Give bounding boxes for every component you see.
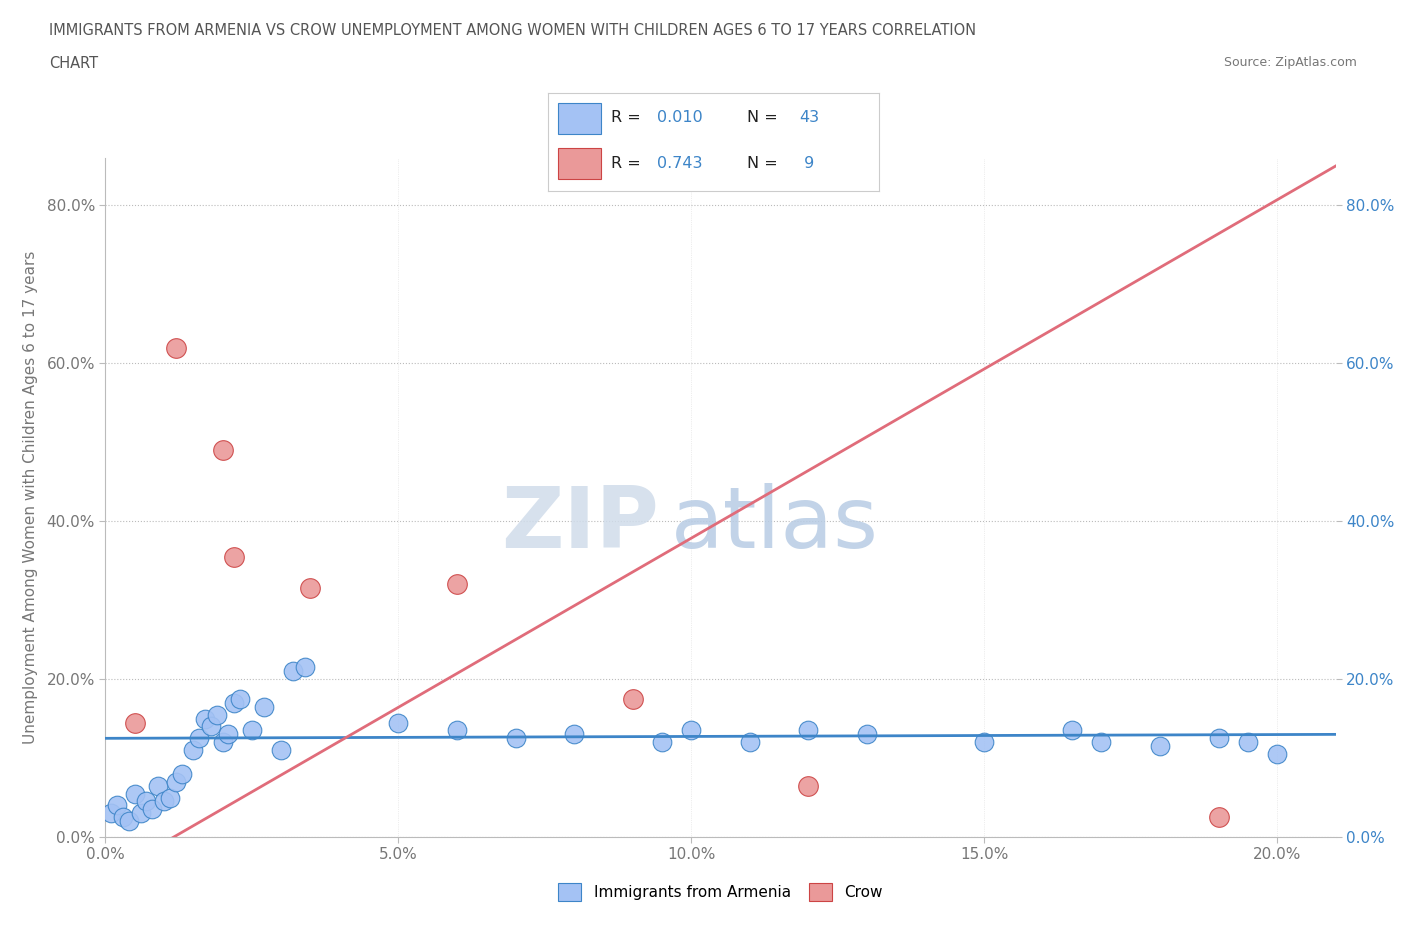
Point	[153, 794, 176, 809]
Point	[797, 723, 820, 737]
Bar	[558, 103, 602, 134]
Point	[738, 735, 761, 750]
Text: CHART: CHART	[49, 56, 98, 71]
Point	[1090, 735, 1112, 750]
Point	[681, 723, 703, 737]
Point	[218, 727, 240, 742]
Point	[1265, 747, 1288, 762]
Point	[105, 798, 128, 813]
Text: atlas: atlas	[672, 484, 879, 566]
Point	[446, 577, 468, 591]
Point	[973, 735, 995, 750]
Point	[135, 794, 157, 809]
Point	[270, 743, 292, 758]
Point	[229, 691, 252, 706]
Point	[170, 766, 193, 781]
Point	[505, 731, 527, 746]
Point	[1208, 731, 1230, 746]
Text: Source: ZipAtlas.com: Source: ZipAtlas.com	[1223, 56, 1357, 69]
Text: 0.743: 0.743	[658, 156, 703, 171]
Text: ZIP: ZIP	[502, 484, 659, 566]
Point	[446, 723, 468, 737]
Text: R =: R =	[612, 111, 645, 126]
Legend: Immigrants from Armenia, Crow: Immigrants from Armenia, Crow	[553, 877, 889, 908]
Bar	[558, 148, 602, 179]
Point	[1208, 810, 1230, 825]
Text: 9: 9	[800, 156, 814, 171]
Text: N =: N =	[747, 111, 783, 126]
Point	[194, 711, 217, 726]
Point	[224, 550, 246, 565]
Point	[124, 715, 146, 730]
Text: 0.010: 0.010	[658, 111, 703, 126]
Point	[1237, 735, 1260, 750]
Text: 43: 43	[800, 111, 820, 126]
Point	[165, 340, 187, 355]
Point	[183, 743, 205, 758]
Point	[141, 802, 163, 817]
Y-axis label: Unemployment Among Women with Children Ages 6 to 17 years: Unemployment Among Women with Children A…	[24, 251, 38, 744]
Point	[1149, 738, 1171, 753]
Point	[253, 699, 276, 714]
Point	[224, 696, 246, 711]
Point	[299, 581, 322, 596]
Point	[240, 723, 263, 737]
Point	[188, 731, 211, 746]
Point	[124, 786, 146, 801]
Point	[211, 735, 233, 750]
Point	[200, 719, 222, 734]
Point	[159, 790, 181, 805]
Point	[129, 806, 152, 821]
Point	[387, 715, 409, 730]
Point	[562, 727, 585, 742]
Point	[112, 810, 135, 825]
Point	[281, 664, 304, 679]
Point	[205, 707, 228, 722]
Point	[294, 660, 316, 675]
Point	[148, 778, 170, 793]
Text: N =: N =	[747, 156, 783, 171]
Point	[100, 806, 122, 821]
Point	[165, 775, 187, 790]
Text: R =: R =	[612, 156, 645, 171]
Point	[797, 778, 820, 793]
Point	[651, 735, 673, 750]
Point	[856, 727, 879, 742]
Point	[621, 691, 644, 706]
Point	[118, 814, 141, 829]
Point	[1062, 723, 1084, 737]
Text: IMMIGRANTS FROM ARMENIA VS CROW UNEMPLOYMENT AMONG WOMEN WITH CHILDREN AGES 6 TO: IMMIGRANTS FROM ARMENIA VS CROW UNEMPLOY…	[49, 23, 976, 38]
Point	[211, 443, 233, 458]
